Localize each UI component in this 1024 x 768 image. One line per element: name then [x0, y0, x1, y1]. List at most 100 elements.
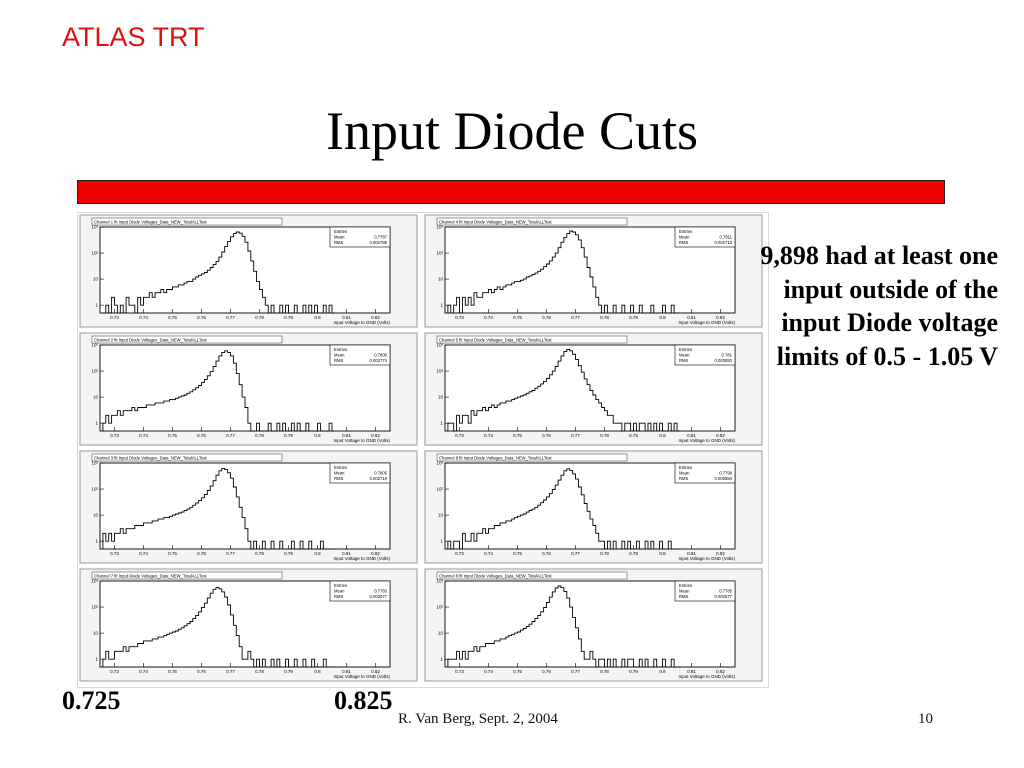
y-tick-label: 10²: [436, 487, 443, 492]
x-tick-label: 0.79: [629, 551, 638, 556]
x-tick-label: 0.78: [600, 315, 609, 320]
y-tick-label: 10²: [436, 251, 443, 256]
y-tick-label: 1: [95, 539, 98, 544]
x-tick-label: 0.76: [197, 669, 206, 674]
y-tick-label: 10²: [91, 605, 98, 610]
stats-value: 0.7798: [719, 471, 732, 476]
panel-title: Channel 5 fit Input Diode Voltages_Data_…: [439, 338, 552, 343]
x-tick-label: 0.73: [110, 433, 119, 438]
x-tick-label: 0.73: [455, 433, 464, 438]
histogram-series: [447, 230, 680, 314]
x-tick-label: 0.75: [513, 315, 522, 320]
x-tick-label: 0.79: [284, 433, 293, 438]
stats-key: Mean: [334, 235, 345, 240]
panel-title-box: [436, 335, 628, 344]
panel-title-box: [436, 571, 628, 580]
stats-key: RMS: [679, 240, 689, 245]
x-tick-label: 0.82: [716, 551, 725, 556]
histogram-series: [447, 348, 680, 432]
x-axis-label: Input Voltage to GND (Volts): [333, 320, 390, 325]
stats-key: RMS: [679, 358, 689, 363]
x-tick-label: 0.75: [513, 433, 522, 438]
stats-value: 0.7811: [720, 235, 733, 240]
stats-key: Mean: [679, 589, 690, 594]
stats-key: Mean: [334, 353, 345, 358]
panel-title: Channel 1 fit Input Diode Voltages_Data_…: [94, 220, 207, 225]
stats-value: 0.003083: [715, 358, 733, 363]
stats-frame: [674, 580, 736, 602]
stats-value: 0.002884: [715, 476, 733, 481]
x-tick-label: 0.79: [629, 669, 638, 674]
stats-value: 0.002786: [370, 240, 388, 245]
x-axis-label: Input Voltage to GND (Volts): [678, 556, 735, 561]
y-tick-label: 10: [93, 395, 99, 400]
stats-key: Entries: [679, 347, 692, 352]
y-tick-label: 10²: [91, 251, 98, 256]
x-tick-label: 0.8: [659, 315, 666, 320]
x-tick-label: 0.78: [255, 315, 264, 320]
x-tick-label: 0.73: [110, 315, 119, 320]
x-tick-label: 0.82: [716, 669, 725, 674]
x-tick-label: 0.73: [110, 669, 119, 674]
stats-value: 0.7785: [719, 589, 732, 594]
x-tick-label: 0.77: [571, 315, 580, 320]
stats-key: Mean: [679, 353, 690, 358]
stats-value: 0.7787: [374, 235, 387, 240]
y-tick-label: 1: [95, 421, 98, 426]
histogram-panel-8: Channel 8 fit Input Diode Voltages_Data_…: [424, 568, 763, 682]
x-tick-label: 0.74: [484, 315, 493, 320]
x-tick-label: 0.81: [342, 551, 351, 556]
histogram-series: [102, 231, 335, 314]
stats-frame: [329, 462, 391, 484]
x-tick-label: 0.77: [571, 551, 580, 556]
x-tick-label: 0.75: [513, 669, 522, 674]
x-tick-label: 0.81: [687, 315, 696, 320]
y-tick-label: 10: [93, 631, 99, 636]
x-tick-label: 0.77: [226, 433, 235, 438]
y-tick-label: 10: [438, 513, 444, 518]
x-tick-label: 0.78: [600, 433, 609, 438]
stats-key: Mean: [679, 235, 690, 240]
x-tick-label: 0.78: [255, 669, 264, 674]
x-tick-label: 0.79: [629, 315, 638, 320]
histogram-panel-2: Channel 4 fit Input Diode Voltages_Data_…: [424, 214, 763, 328]
x-tick-label: 0.78: [600, 669, 609, 674]
x-tick-label: 0.8: [659, 551, 666, 556]
y-tick-label: 1: [440, 539, 443, 544]
histogram-panel-5: Channel 3 fit Input Diode Voltages_Data_…: [79, 450, 418, 564]
histogram-panel-4: Channel 5 fit Input Diode Voltages_Data_…: [424, 332, 763, 446]
x-tick-label: 0.76: [197, 315, 206, 320]
panel-title: Channel 3 fit Input Diode Voltages_Data_…: [94, 456, 207, 461]
histogram-series: [447, 468, 680, 550]
x-tick-label: 0.82: [371, 315, 380, 320]
x-tick-label: 0.8: [659, 669, 666, 674]
x-tick-label: 0.74: [139, 315, 148, 320]
panel-title: Channel 7 fit Input Diode Voltages_Data_…: [94, 574, 207, 579]
panel-title-box: [91, 453, 283, 462]
y-tick-label: 10²: [436, 369, 443, 374]
x-tick-label: 0.73: [455, 669, 464, 674]
x-tick-label: 0.74: [484, 669, 493, 674]
stats-frame: [329, 226, 391, 248]
x-tick-label: 0.81: [342, 315, 351, 320]
stats-frame: [674, 226, 736, 248]
x-tick-label: 0.74: [484, 433, 493, 438]
x-tick-label: 0.75: [168, 315, 177, 320]
histogram-grid: Channel 1 fit Input Diode Voltages_Data_…: [77, 212, 769, 688]
x-tick-label: 0.77: [226, 669, 235, 674]
x-tick-label: 0.81: [687, 669, 696, 674]
panel-title-box: [91, 571, 283, 580]
histogram-panel-1: Channel 1 fit Input Diode Voltages_Data_…: [79, 214, 418, 328]
stats-key: RMS: [334, 594, 344, 599]
x-tick-label: 0.77: [226, 551, 235, 556]
x-tick-label: 0.79: [284, 315, 293, 320]
x-tick-label: 0.81: [342, 433, 351, 438]
y-tick-label: 10: [438, 631, 444, 636]
y-tick-label: 10²: [91, 487, 98, 492]
x-tick-label: 0.78: [255, 433, 264, 438]
y-tick-label: 1: [440, 421, 443, 426]
stats-key: Entries: [679, 583, 692, 588]
